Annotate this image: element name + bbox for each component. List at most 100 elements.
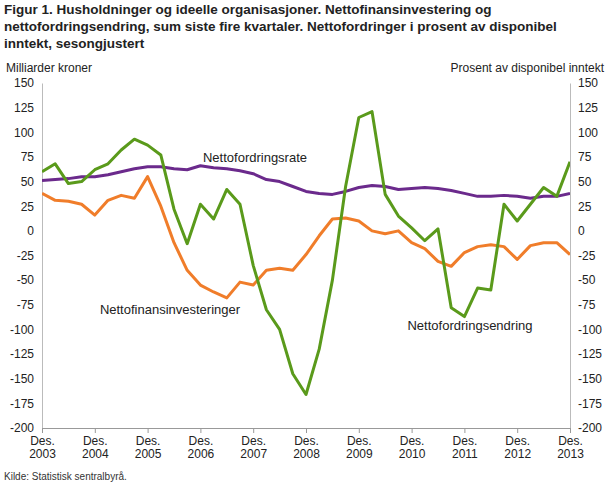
tick-label: Des.2004 [82,434,109,462]
tick-mark [306,428,307,433]
tick-mark [517,428,518,433]
tick-label: -25 [17,249,35,263]
y-axis: -200-175-150-125-100-75-50-2502550751001… [10,76,43,435]
tick: 50 [21,175,42,189]
tick-label: Des.2006 [188,434,215,462]
tick: Des.2013 [557,428,584,461]
tick-mark [253,428,254,433]
tick-label: -50 [17,273,35,287]
tick: 75 [570,150,592,164]
tick-label: -150 [10,372,34,386]
tick: -25 [570,249,596,263]
tick: 150 [570,76,598,90]
tick: -75 [17,298,42,312]
tick: 125 [570,101,598,115]
tick-label: 150 [578,76,598,90]
tick: 25 [570,200,592,214]
tick: Des.2012 [504,428,531,461]
tick-mark [42,428,43,433]
tick-label: 75 [578,150,592,164]
tick: 0 [27,224,42,238]
tick-label: 50 [578,175,592,189]
tick-label: Des.2012 [504,434,531,462]
tick: 100 [570,126,598,140]
tick-mark [95,428,96,433]
plot-area [42,112,570,395]
tick: -125 [570,347,602,361]
source: Kilde: Statistisk sentralbyrå. [4,471,127,482]
tick-label: 100 [14,126,34,140]
tick: Des.2006 [188,428,215,461]
tick: Des.2011 [452,428,478,461]
x-axis: Des.2003 Des.2004 Des.2005 Des.2006 Des.2007… [29,428,584,461]
series-label: Nettofordringsendring [407,318,532,333]
tick-label: Des.2013 [557,434,584,462]
tick: Des.2005 [135,428,162,461]
tick-label: 25 [21,200,35,214]
tick: -150 [10,372,42,386]
tick: Des.2007 [240,428,267,461]
tick: -125 [10,347,42,361]
tick: -100 [570,323,602,337]
tick-label: Des.2008 [293,434,320,462]
tick: 0 [570,224,585,238]
tick: -25 [17,249,42,263]
series-label: Nettofinansinvesteringer [100,302,241,317]
tick: Des.2010 [399,428,426,461]
series-label: Nettofordringsrate [203,150,307,165]
tick-label: 125 [578,101,598,115]
tick-label: -175 [578,397,602,411]
tick: 150 [14,76,42,90]
tick: Des.2003 [29,428,56,461]
tick-label: -125 [578,347,602,361]
axis-line [570,84,571,429]
tick: -75 [570,298,596,312]
tick-label: -75 [17,298,35,312]
tick-label: 0 [27,224,34,238]
tick-mark [200,428,201,433]
tick: -50 [17,273,42,287]
tick-label: 25 [578,200,592,214]
tick: 100 [14,126,42,140]
tick: Des.2008 [293,428,320,461]
line [42,166,570,199]
tick: 75 [21,150,42,164]
tick-label: -50 [578,273,596,287]
tick-label: 0 [578,224,585,238]
tick: 50 [570,175,592,189]
tick-mark [464,428,465,433]
tick-label: 150 [14,76,34,90]
tick: -175 [10,397,42,411]
tick-label: Des.2011 [452,434,478,462]
tick-label: Des.2007 [240,434,267,462]
tick-label: -125 [10,347,34,361]
tick-mark [412,428,413,433]
tick-label: -75 [578,298,596,312]
y2-axis-title: Prosent av disponibel inntekt [451,61,605,75]
axis-line [42,84,43,429]
tick-label: Des.2005 [135,434,162,462]
tick-label: Des.2003 [29,434,56,462]
tick: Des.2009 [346,428,373,461]
tick-label: -25 [578,249,596,263]
tick-label: -175 [10,397,34,411]
axis-line [43,429,571,434]
tick: -175 [570,397,602,411]
tick-label: -150 [578,372,602,386]
tick-mark [148,428,149,433]
tick-label: -100 [10,323,34,337]
tick-label: 75 [21,150,35,164]
tick-label: 100 [578,126,598,140]
tick-label: 125 [14,101,34,115]
tick-mark [570,428,571,433]
y2-axis: -200-175-150-125-100-75-50-2502550751001… [570,76,602,435]
tick-label: 50 [21,175,35,189]
tick: -50 [570,273,596,287]
line [42,112,570,395]
tick-label: -100 [578,323,602,337]
tick: -100 [10,323,42,337]
tick: 125 [14,101,42,115]
y-axis-title: Milliarder kroner [6,61,92,75]
tick-mark [359,428,360,433]
tick: 25 [21,200,42,214]
